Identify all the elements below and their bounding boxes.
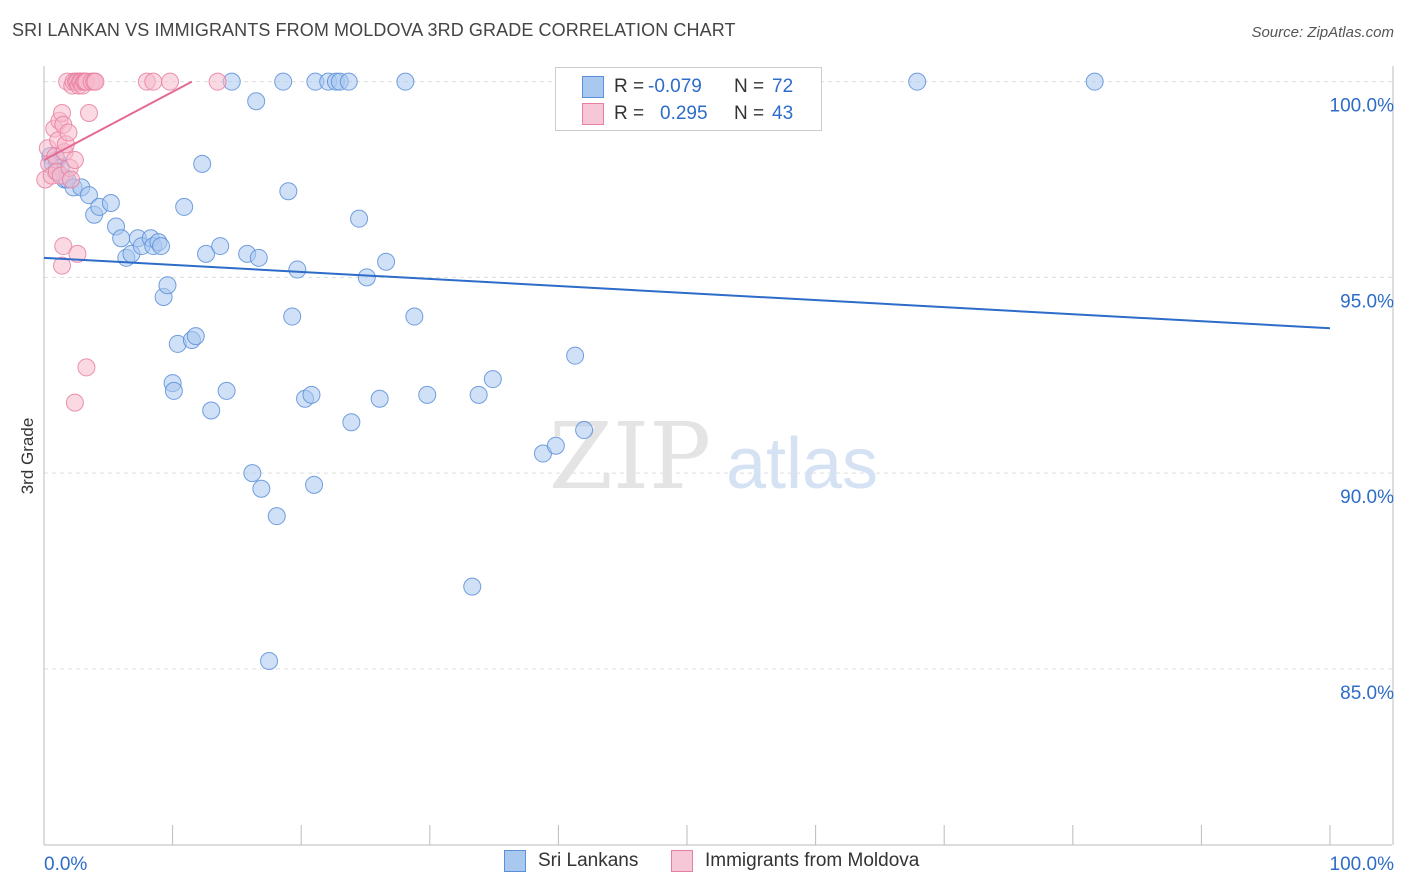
axes bbox=[43, 66, 1394, 846]
data-point bbox=[370, 389, 389, 408]
data-point bbox=[193, 154, 212, 173]
data-point bbox=[249, 248, 268, 267]
data-point bbox=[152, 237, 171, 256]
trend-line bbox=[43, 256, 1331, 330]
legend-r-value: -0.079 bbox=[648, 76, 702, 97]
data-point bbox=[112, 229, 131, 248]
data-point bbox=[144, 72, 163, 91]
data-point bbox=[101, 194, 120, 213]
trend-line bbox=[43, 80, 193, 161]
chart-title: SRI LANKAN VS IMMIGRANTS FROM MOLDOVA 3R… bbox=[12, 20, 736, 40]
legend-r-label: R = bbox=[614, 76, 645, 97]
data-point bbox=[202, 401, 221, 420]
tick-labels: 100.0% 95.0% 90.0% 85.0% 0.0% 100.0% bbox=[44, 96, 1394, 875]
data-point bbox=[1085, 72, 1104, 91]
legend-item-sri-lankans[interactable]: Sri Lankans bbox=[504, 850, 638, 872]
grid-lines bbox=[44, 81, 1392, 670]
legend-r-label: R = bbox=[614, 103, 645, 124]
y-tick-label: 90.0% bbox=[1340, 487, 1394, 508]
data-point bbox=[217, 381, 236, 400]
data-point bbox=[211, 237, 230, 256]
data-point bbox=[208, 72, 227, 91]
data-point bbox=[283, 307, 302, 326]
legend-label: Immigrants from Moldova bbox=[705, 850, 920, 871]
x-tick-label: 0.0% bbox=[44, 854, 87, 875]
data-point bbox=[77, 358, 96, 377]
legend-r-value: 0.295 bbox=[660, 103, 708, 124]
source-label: Source: ZipAtlas.com bbox=[1251, 24, 1394, 41]
data-point bbox=[396, 72, 415, 91]
y-tick-label: 100.0% bbox=[1330, 96, 1395, 117]
data-point bbox=[305, 475, 324, 494]
data-point bbox=[575, 421, 594, 440]
data-point bbox=[158, 276, 177, 295]
legend-n-value: 72 bbox=[772, 76, 794, 97]
data-point bbox=[197, 244, 216, 263]
watermark-zip: ZIP bbox=[549, 403, 711, 510]
legend-item-moldova[interactable]: Immigrants from Moldova bbox=[671, 850, 919, 872]
watermark-atlas: atlas bbox=[726, 424, 878, 504]
legend-swatch-pink bbox=[671, 850, 693, 872]
data-point bbox=[342, 413, 361, 432]
legend-swatch-blue bbox=[582, 76, 604, 98]
data-point bbox=[260, 652, 279, 671]
data-point bbox=[483, 370, 502, 389]
legend-swatch-pink bbox=[582, 103, 604, 125]
legend-swatch-blue bbox=[504, 850, 526, 872]
series-sri-lankans bbox=[41, 72, 1104, 671]
data-point bbox=[267, 507, 286, 526]
data-point bbox=[243, 464, 262, 483]
data-point bbox=[80, 103, 99, 122]
data-point bbox=[252, 479, 271, 498]
data-point bbox=[186, 327, 205, 346]
legend-n-label: N = bbox=[734, 103, 765, 124]
data-point bbox=[59, 123, 78, 142]
data-point bbox=[463, 577, 482, 596]
data-point bbox=[566, 346, 585, 365]
data-point bbox=[274, 72, 293, 91]
data-point bbox=[546, 436, 565, 455]
data-point bbox=[339, 72, 358, 91]
trend-lines bbox=[43, 80, 1331, 330]
data-point bbox=[65, 393, 84, 412]
data-point bbox=[350, 209, 369, 228]
data-point bbox=[302, 385, 321, 404]
data-point bbox=[469, 385, 488, 404]
data-point bbox=[279, 182, 298, 201]
data-point bbox=[164, 381, 183, 400]
data-point bbox=[161, 72, 180, 91]
legend-n-value: 43 bbox=[772, 103, 794, 124]
legend-label: Sri Lankans bbox=[538, 850, 639, 871]
data-point bbox=[418, 385, 437, 404]
data-point bbox=[80, 186, 99, 205]
data-point bbox=[62, 170, 81, 189]
data-point bbox=[405, 307, 424, 326]
series-immigrants-from-moldova bbox=[36, 72, 227, 412]
x-tick-label: 100.0% bbox=[1330, 854, 1395, 875]
data-point bbox=[377, 252, 396, 271]
data-point bbox=[357, 268, 376, 287]
data-point bbox=[175, 197, 194, 216]
correlation-legend: R = -0.079 N = 72 R = 0.295 N = 43 bbox=[555, 67, 822, 131]
y-tick-label: 95.0% bbox=[1340, 291, 1394, 312]
data-point bbox=[53, 256, 72, 275]
legend-n-label: N = bbox=[734, 76, 765, 97]
data-point bbox=[288, 260, 307, 279]
data-point bbox=[68, 244, 87, 263]
data-point bbox=[908, 72, 927, 91]
data-point bbox=[54, 237, 73, 256]
y-tick-label: 85.0% bbox=[1340, 683, 1394, 704]
data-point bbox=[247, 92, 266, 111]
data-point bbox=[65, 150, 84, 169]
data-point bbox=[86, 72, 105, 91]
